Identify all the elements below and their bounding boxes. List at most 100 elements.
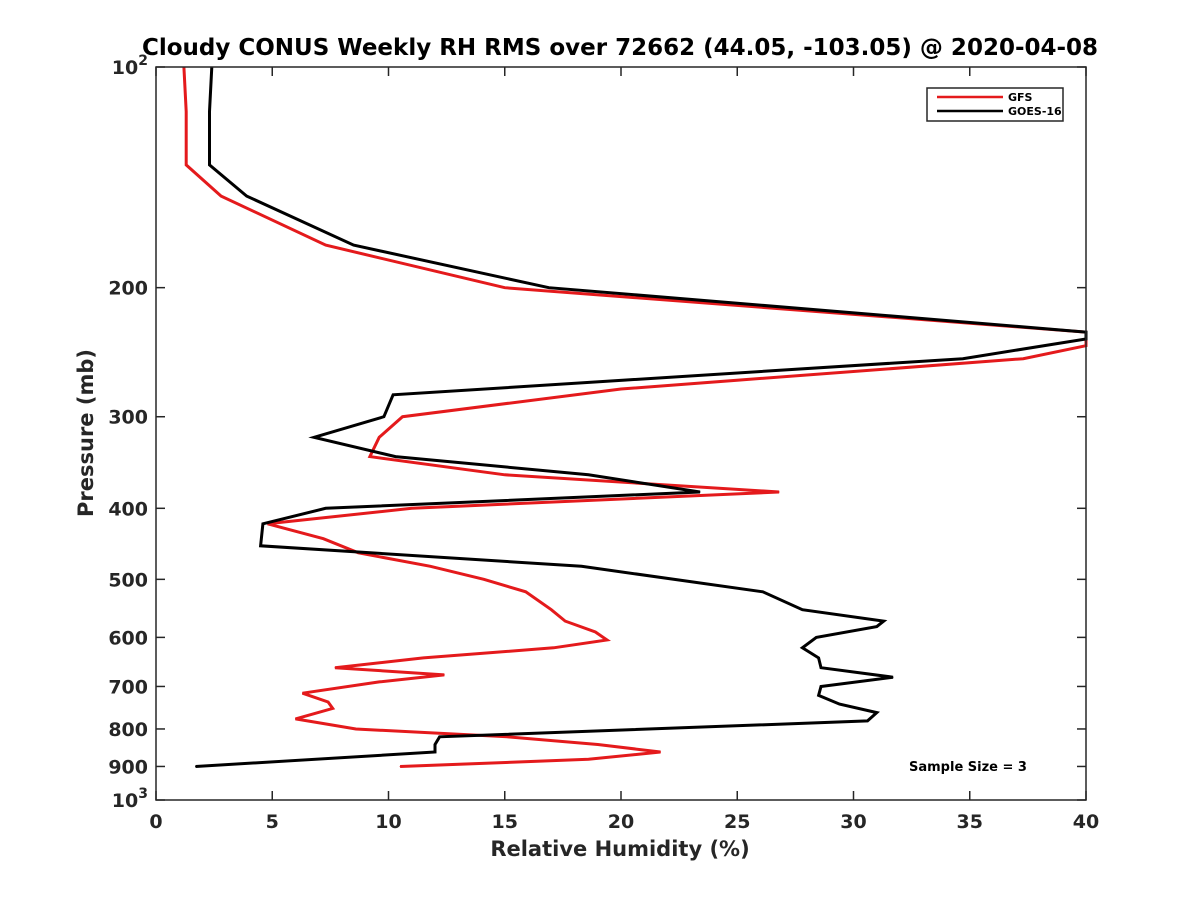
y-tick-label-4: 500 xyxy=(108,569,148,591)
data-point-goes16-31 xyxy=(839,703,840,705)
data-point-gfs-9 xyxy=(1022,358,1024,360)
data-point-goes16-11 xyxy=(383,416,385,418)
data-point-gfs-28 xyxy=(422,657,424,659)
data-point-gfs-3 xyxy=(185,164,187,166)
data-point-goes16-33 xyxy=(867,720,868,722)
series-layer xyxy=(182,66,1088,768)
data-point-goes16-12 xyxy=(313,436,315,438)
data-point-gfs-39 xyxy=(660,751,661,753)
data-point-goes16-35 xyxy=(434,744,436,745)
data-point-gfs-20 xyxy=(429,565,431,567)
data-point-gfs-18 xyxy=(322,538,324,540)
data-point-goes16-18 xyxy=(260,545,262,547)
data-point-gfs-23 xyxy=(550,609,552,611)
data-point-goes16-17 xyxy=(262,523,264,525)
data-point-gfs-40 xyxy=(588,758,589,760)
data-point-goes16-16 xyxy=(325,507,327,509)
data-point-gfs-38 xyxy=(597,744,599,745)
data-point-gfs-27 xyxy=(553,647,555,649)
data-point-goes16-6 xyxy=(548,287,550,289)
data-point-goes16-37 xyxy=(195,766,196,767)
data-point-goes16-5 xyxy=(353,244,355,246)
data-point-goes16-20 xyxy=(762,591,764,593)
data-point-gfs-2 xyxy=(185,137,187,139)
data-point-gfs-21 xyxy=(483,578,485,580)
data-point-gfs-26 xyxy=(606,639,608,641)
x-tick-label-1: 5 xyxy=(266,811,279,833)
data-point-goes16-23 xyxy=(876,626,878,628)
data-point-goes16-19 xyxy=(581,565,582,567)
data-point-gfs-29 xyxy=(334,667,336,669)
data-point-gfs-31 xyxy=(378,681,380,683)
data-point-gfs-14 xyxy=(504,474,506,476)
x-tick-label-5: 25 xyxy=(724,811,750,833)
x-tick-label-2: 10 xyxy=(375,811,401,833)
data-point-gfs-1 xyxy=(185,111,187,112)
series-line-goes16 xyxy=(195,66,1088,768)
data-point-gfs-22 xyxy=(525,591,527,593)
data-point-goes16-15 xyxy=(699,491,701,493)
y-tick-label-1: 200 xyxy=(108,278,148,300)
data-point-gfs-12 xyxy=(378,436,380,438)
data-point-gfs-32 xyxy=(302,692,303,694)
data-point-gfs-15 xyxy=(778,491,780,493)
data-point-gfs-10 xyxy=(620,388,622,390)
y-tick-label-8: 900 xyxy=(108,756,148,778)
data-point-goes16-2 xyxy=(209,137,210,139)
y-tick-label-5: 600 xyxy=(108,627,148,649)
x-axis-label: Relative Humidity (%) xyxy=(490,837,749,861)
data-point-goes16-32 xyxy=(876,712,878,714)
data-point-goes16-13 xyxy=(395,456,396,458)
data-point-gfs-35 xyxy=(295,718,296,720)
data-point-gfs-16 xyxy=(411,507,413,509)
data-point-gfs-4 xyxy=(220,195,222,197)
series-goes16 xyxy=(195,66,1088,768)
data-point-goes16-1 xyxy=(209,111,210,112)
data-point-goes16-29 xyxy=(820,686,822,687)
data-point-gfs-33 xyxy=(327,701,329,703)
x-tick-label-0: 0 xyxy=(149,811,162,833)
data-point-goes16-14 xyxy=(588,474,589,476)
data-point-goes16-25 xyxy=(801,647,803,649)
data-point-gfs-5 xyxy=(325,244,327,246)
legend: GFS GOES-16 xyxy=(926,87,1064,122)
data-point-goes16-27 xyxy=(820,667,822,669)
data-point-gfs-25 xyxy=(594,631,596,633)
data-point-goes16-28 xyxy=(892,676,894,678)
data-point-gfs-24 xyxy=(564,620,566,622)
x-tick-label-6: 30 xyxy=(840,811,866,833)
y-tick-label-6: 700 xyxy=(108,676,148,698)
legend-label-goes16: GOES-16 xyxy=(1008,105,1062,118)
data-point-goes16-22 xyxy=(883,620,885,622)
legend-box xyxy=(926,87,1064,122)
data-point-goes16-30 xyxy=(818,694,820,696)
data-point-goes16-4 xyxy=(246,195,248,197)
data-point-gfs-36 xyxy=(355,728,357,730)
x-tick-label-8: 40 xyxy=(1073,811,1099,833)
data-point-gfs-6 xyxy=(504,287,506,289)
y-tick-label-7: 800 xyxy=(108,719,148,741)
data-point-gfs-30 xyxy=(443,674,445,676)
data-point-goes16-26 xyxy=(818,657,820,659)
data-point-gfs-37 xyxy=(506,736,508,738)
data-point-goes16-9 xyxy=(962,358,964,360)
y-tick-label-2: 300 xyxy=(108,407,148,429)
y-axis-label: Pressure (mb) xyxy=(74,349,98,517)
x-tick-label-7: 35 xyxy=(957,811,983,833)
data-point-goes16-10 xyxy=(392,394,394,396)
data-point-gfs-11 xyxy=(402,416,403,418)
data-point-goes16-34 xyxy=(439,736,441,738)
data-point-gfs-13 xyxy=(369,456,371,458)
legend-label-gfs: GFS xyxy=(1008,91,1033,104)
sample-size-annotation: Sample Size = 3 xyxy=(909,760,1027,775)
chart-title: Cloudy CONUS Weekly RH RMS over 72662 (4… xyxy=(142,35,1098,61)
data-point-goes16-24 xyxy=(815,636,817,638)
data-point-gfs-34 xyxy=(332,707,334,709)
data-point-gfs-41 xyxy=(399,766,401,767)
x-tick-label-3: 15 xyxy=(492,811,518,833)
data-point-goes16-3 xyxy=(209,164,210,166)
data-point-goes16-21 xyxy=(801,609,803,611)
y-tick-label-3: 400 xyxy=(108,498,148,520)
